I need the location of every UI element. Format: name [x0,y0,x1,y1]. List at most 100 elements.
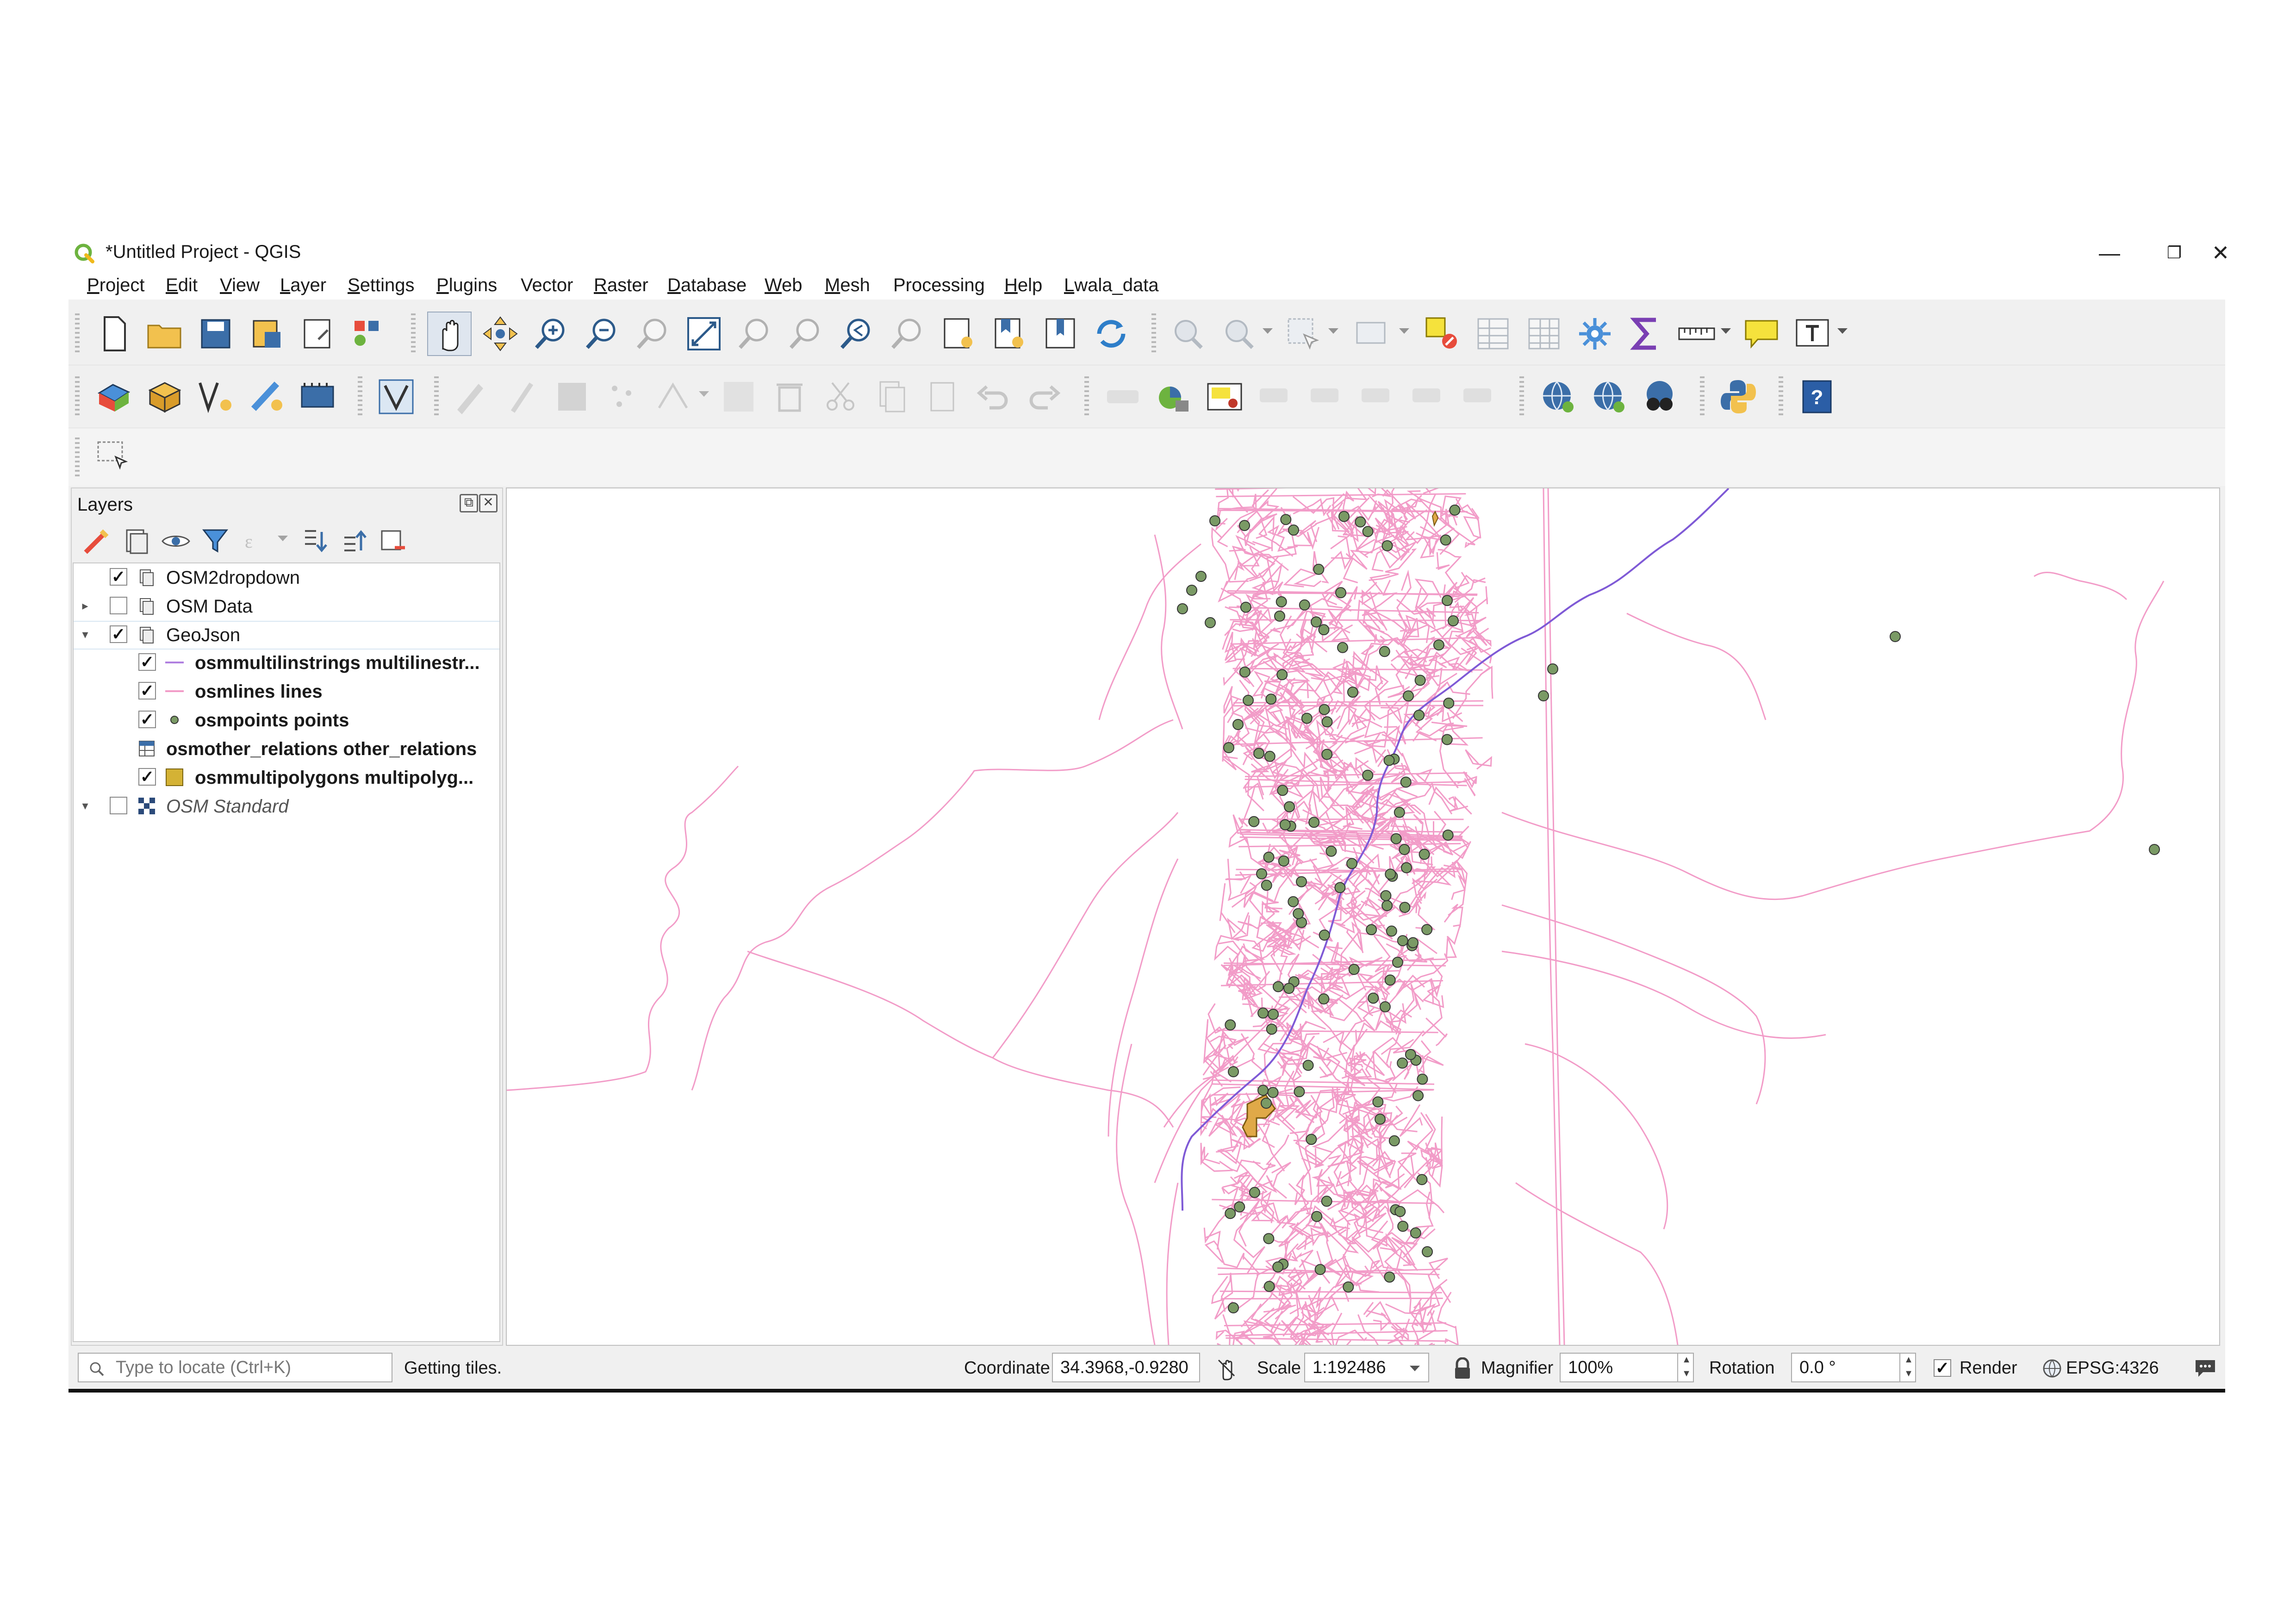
render-checkbox[interactable]: ✓ [1934,1359,1951,1377]
select-by-value-icon[interactable] [1350,312,1395,356]
filter-legend-icon[interactable] [199,525,231,557]
select-by-rectangle-icon[interactable] [92,434,136,478]
expand-arrow-icon[interactable]: ▸ [82,599,88,612]
save-edits-icon[interactable] [550,375,594,419]
minimize-button[interactable]: — [2099,241,2120,265]
expand-all-icon[interactable] [299,525,331,557]
zoom-native-icon[interactable] [631,312,675,356]
chevron-down-icon[interactable] [1328,328,1338,334]
style-manager-icon[interactable] [346,312,391,356]
coordinate-field[interactable]: 34.3968,-0.9280 [1052,1353,1200,1382]
zoom-to-selection-icon[interactable] [733,312,777,356]
metasearch-icon[interactable] [1637,375,1682,419]
toolbar-grip[interactable] [411,313,416,354]
copy-features-icon[interactable] [869,375,914,419]
change-label-icon[interactable] [1457,375,1501,419]
current-edits-icon[interactable] [448,375,492,419]
layer-visibility-checkbox[interactable] [110,797,127,814]
new-temporary-layer-icon[interactable] [244,375,289,419]
toolbar-grip[interactable] [75,313,80,354]
add-wfs-layer-icon[interactable] [1587,375,1631,419]
layer-row-osmmultilinstrings[interactable]: ✓ osmmultilinstrings multilinestr... [74,650,499,676]
pan-to-selection-icon[interactable] [478,312,523,356]
print-layout-icon[interactable] [295,312,340,356]
show-bookmarks-icon[interactable] [1038,312,1083,356]
toggle-editing-icon[interactable] [499,375,543,419]
pan-map-icon[interactable] [427,312,472,356]
remove-layer-icon[interactable] [377,525,410,557]
chevron-down-icon[interactable] [1399,328,1409,334]
layer-visibility-checkbox[interactable]: ✓ [138,653,156,671]
layer-visibility-checkbox[interactable]: ✓ [110,625,127,643]
layer-row-osmlines[interactable]: ✓ osmlines lines [74,678,499,705]
python-console-icon[interactable] [1716,375,1761,419]
zoom-last-icon[interactable] [834,312,879,356]
map-canvas[interactable] [506,487,2220,1346]
save-as-icon[interactable] [244,312,289,356]
collapse-all-icon[interactable] [338,525,370,557]
layer-visibility-checkbox[interactable]: ✓ [138,768,156,786]
spinbox-arrows-icon[interactable]: ▲ ▼ [1899,1353,1917,1382]
layer-row-osm2dropdown[interactable]: ✓ OSM2dropdown [74,564,499,591]
close-button[interactable]: ✕ [2211,241,2230,265]
statistics-sigma-icon[interactable] [1624,312,1668,356]
locator-search-input[interactable]: Type to locate (Ctrl+K) [78,1353,392,1382]
identify-icon[interactable] [1165,312,1210,356]
chevron-down-icon[interactable] [1837,328,1848,334]
menu-plugins[interactable]: Plugins [436,274,497,297]
zoom-next-icon[interactable] [885,312,930,356]
undo-icon[interactable] [971,375,1015,419]
chevron-down-icon[interactable] [699,391,709,397]
layer-row-osm-standard[interactable]: ▾ OSM Standard [74,793,499,820]
run-feature-action-icon[interactable] [1216,312,1261,356]
zoom-to-layer-icon[interactable] [784,312,828,356]
add-feature-icon[interactable] [601,375,645,419]
scale-combobox[interactable]: 1:192486 [1304,1353,1429,1382]
open-layer-styling-icon[interactable] [81,525,113,557]
rotation-spinbox[interactable]: 0.0 ° [1791,1353,1916,1382]
pin-labels-icon[interactable] [1253,375,1298,419]
chevron-down-icon[interactable] [278,536,288,541]
layer-visibility-checkbox[interactable]: ✓ [138,682,156,700]
filter-by-expression-icon[interactable]: ε [238,525,271,557]
collapse-arrow-icon[interactable]: ▾ [82,799,88,812]
layer-visibility-checkbox[interactable]: ✓ [110,568,127,586]
redo-icon[interactable] [1022,375,1066,419]
toolbar-grip[interactable] [75,437,80,478]
close-panel-icon[interactable]: ✕ [479,494,498,512]
chevron-down-icon[interactable] [1410,1366,1420,1371]
move-label-icon[interactable] [1355,375,1400,419]
menu-vector[interactable]: Vector [521,274,573,297]
new-geopackage-icon[interactable] [143,375,187,419]
select-features-icon[interactable] [1281,312,1325,356]
show-hide-labels-icon[interactable] [1304,375,1349,419]
crs-label[interactable]: EPSG:4326 [2066,1358,2159,1378]
zoom-out-icon[interactable] [580,312,624,356]
toolbar-grip[interactable] [1151,313,1156,354]
layer-visibility-checkbox[interactable] [110,597,127,614]
refresh-icon[interactable] [1089,312,1133,356]
layer-visibility-checkbox[interactable]: ✓ [138,711,156,728]
attribute-table-icon[interactable] [1471,312,1515,356]
menu-database[interactable]: Database [667,274,747,297]
layer-row-geojson[interactable]: ▾ ✓ GeoJson [74,621,499,650]
deselect-all-icon[interactable] [1420,312,1464,356]
zoom-full-icon[interactable] [682,312,726,356]
layer-row-osmother-relations[interactable]: osmother_relations other_relations [74,736,499,762]
toolbar-grip[interactable] [1519,376,1524,417]
restore-button[interactable]: ❐ [2166,243,2182,262]
menu-help[interactable]: Help [1004,274,1042,297]
modify-attributes-icon[interactable] [716,375,761,419]
data-source-manager-icon[interactable] [92,375,136,419]
new-project-icon[interactable] [92,312,136,356]
layer-row-osmpoints[interactable]: ✓ osmpoints points [74,707,499,734]
layer-row-osm-data[interactable]: ▸ OSM Data [74,593,499,620]
processing-toolbox-icon[interactable] [1573,312,1617,356]
lock-icon[interactable] [1452,1357,1473,1380]
layer-diagram-icon[interactable] [1151,375,1196,419]
menu-view[interactable]: View [220,274,260,297]
rotate-label-icon[interactable] [1406,375,1450,419]
magnifier-spinbox[interactable]: 100% [1560,1353,1694,1382]
messages-icon[interactable] [2193,1356,2218,1380]
chevron-down-icon[interactable] [1721,328,1731,334]
